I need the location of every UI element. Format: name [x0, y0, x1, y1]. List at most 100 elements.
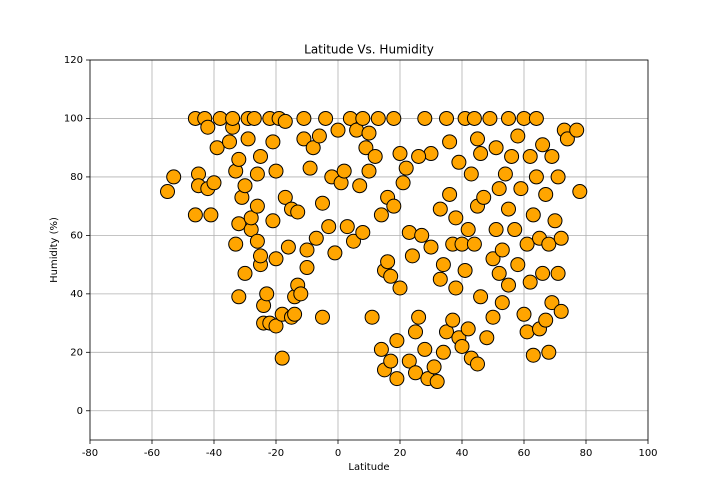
point — [225, 110, 241, 126]
point — [482, 110, 498, 126]
point — [535, 137, 551, 153]
point — [460, 321, 476, 337]
point — [504, 148, 520, 164]
y-tick-label: 120 — [64, 55, 83, 66]
y-tick-label: 40 — [70, 289, 83, 300]
point — [370, 110, 386, 126]
point — [231, 151, 247, 167]
y-axis-label: Humidity (%) — [49, 217, 60, 283]
point — [336, 163, 352, 179]
point — [466, 236, 482, 252]
x-tick-label: -80 — [82, 448, 98, 459]
point — [302, 160, 318, 176]
point — [569, 122, 585, 138]
point — [355, 224, 371, 240]
point — [315, 195, 330, 211]
point — [470, 356, 485, 372]
point — [373, 341, 389, 357]
point — [274, 350, 290, 366]
point — [166, 169, 182, 185]
point — [392, 146, 408, 162]
point — [358, 140, 374, 156]
point — [280, 239, 296, 255]
point — [491, 181, 507, 197]
point — [327, 245, 343, 261]
point — [380, 254, 396, 270]
point — [528, 169, 544, 185]
point — [249, 166, 265, 182]
point — [361, 163, 377, 179]
point — [417, 110, 433, 126]
point — [253, 148, 268, 164]
point — [519, 324, 535, 340]
point — [386, 198, 402, 214]
point — [237, 265, 253, 281]
point — [395, 175, 411, 191]
point — [445, 312, 461, 328]
point — [299, 242, 315, 258]
point — [423, 146, 439, 162]
point — [479, 330, 495, 346]
point — [231, 289, 247, 305]
point — [448, 210, 464, 226]
x-tick-label: 40 — [456, 448, 469, 459]
point — [541, 344, 557, 360]
y-tick-label: 80 — [70, 172, 83, 183]
point — [386, 110, 402, 126]
point — [296, 110, 312, 126]
point — [212, 110, 228, 126]
point — [277, 113, 293, 129]
point — [206, 175, 222, 191]
point — [401, 224, 417, 240]
point — [507, 222, 523, 238]
point — [265, 134, 281, 150]
point — [259, 286, 275, 302]
point — [491, 265, 507, 281]
point — [538, 312, 554, 328]
point — [448, 280, 464, 296]
point — [240, 131, 256, 147]
point — [494, 242, 510, 258]
point — [160, 184, 175, 200]
point — [352, 178, 368, 194]
point — [510, 128, 526, 144]
point — [315, 309, 330, 325]
point — [460, 222, 476, 238]
point — [277, 189, 293, 205]
point — [457, 262, 473, 278]
point — [268, 163, 284, 179]
x-axis-label: Latitude — [348, 462, 389, 473]
point — [293, 286, 309, 302]
point — [265, 213, 281, 229]
point — [423, 239, 439, 255]
point — [373, 207, 389, 223]
point — [296, 131, 312, 147]
point — [435, 257, 451, 273]
point — [346, 233, 361, 249]
point — [435, 344, 451, 360]
point — [538, 186, 554, 202]
plot-frame — [89, 59, 649, 441]
y-tick-label: 0 — [77, 406, 83, 417]
point — [522, 274, 538, 290]
point — [432, 201, 448, 217]
point — [411, 148, 427, 164]
point — [550, 169, 566, 185]
point — [392, 280, 408, 296]
point — [559, 131, 575, 147]
point — [287, 306, 303, 322]
point — [442, 134, 458, 150]
chart-title: Latitude Vs. Humidity — [304, 43, 434, 57]
point — [466, 110, 482, 126]
point — [494, 295, 510, 311]
point — [470, 131, 485, 147]
point — [243, 210, 259, 226]
point — [501, 110, 516, 126]
x-tick-label: -20 — [268, 448, 284, 459]
point — [432, 271, 448, 287]
point — [228, 236, 244, 252]
point — [553, 230, 569, 246]
point — [535, 265, 551, 281]
point — [414, 227, 430, 243]
